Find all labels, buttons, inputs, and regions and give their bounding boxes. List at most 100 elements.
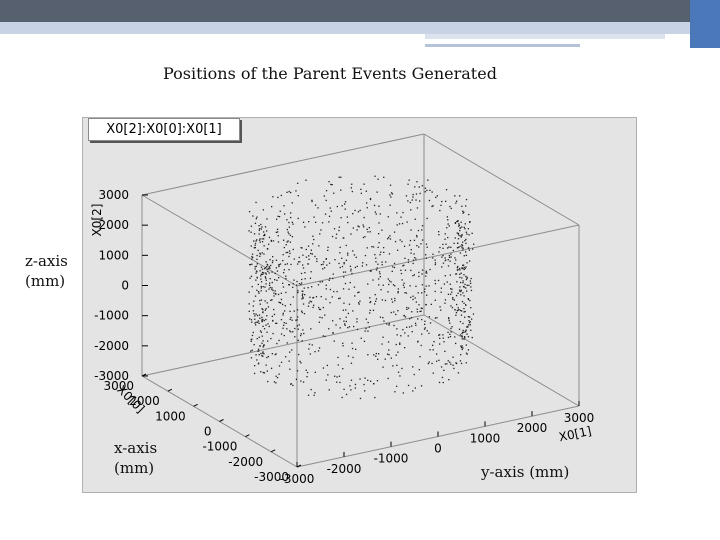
- data-point: [412, 298, 414, 301]
- data-point: [448, 225, 450, 227]
- data-point: [456, 200, 458, 202]
- data-point: [268, 243, 270, 245]
- data-point: [407, 259, 410, 261]
- data-point: [363, 383, 365, 386]
- data-point: [314, 392, 316, 394]
- data-point: [465, 231, 467, 233]
- data-point: [461, 234, 463, 236]
- data-point: [308, 348, 310, 350]
- data-point: [251, 256, 253, 258]
- data-point: [339, 318, 341, 320]
- data-point: [275, 259, 278, 261]
- data-point: [409, 318, 411, 320]
- data-point: [337, 364, 339, 366]
- data-point: [403, 282, 405, 284]
- data-point: [292, 286, 294, 288]
- data-point: [463, 338, 465, 340]
- data-point: [407, 183, 409, 185]
- data-point: [428, 285, 430, 287]
- data-point: [262, 352, 264, 354]
- data-point: [319, 233, 321, 235]
- data-point: [448, 254, 450, 257]
- data-point: [251, 286, 253, 288]
- data-point: [447, 236, 449, 239]
- data-point: [362, 224, 364, 226]
- data-point: [271, 299, 273, 301]
- data-point: [248, 230, 250, 232]
- data-point: [331, 296, 333, 298]
- data-point: [396, 334, 398, 336]
- data-point: [327, 374, 329, 376]
- data-point: [312, 306, 314, 309]
- data-point: [370, 380, 372, 382]
- x0-tick-label: 0: [204, 425, 212, 439]
- data-point: [264, 267, 267, 269]
- data-point: [261, 226, 263, 228]
- data-point: [450, 256, 452, 258]
- data-point: [425, 270, 427, 272]
- data-point: [262, 209, 264, 211]
- data-point: [406, 221, 408, 223]
- data-point: [374, 396, 376, 399]
- data-point: [364, 330, 366, 332]
- data-point: [269, 278, 271, 280]
- data-point: [268, 236, 271, 239]
- data-point: [261, 252, 263, 254]
- data-point: [300, 380, 302, 382]
- data-point: [459, 227, 461, 229]
- data-point: [459, 276, 461, 279]
- data-point: [454, 309, 456, 311]
- data-point: [347, 254, 349, 256]
- data-point: [284, 305, 286, 307]
- data-point: [293, 258, 295, 260]
- data-point: [456, 269, 458, 271]
- data-point: [277, 215, 279, 217]
- data-point: [445, 243, 447, 245]
- data-point: [472, 313, 475, 315]
- data-point: [368, 326, 370, 328]
- data-point: [301, 298, 303, 300]
- data-point: [375, 298, 378, 300]
- header-stripe: [0, 22, 720, 34]
- data-point: [468, 322, 471, 324]
- header-bar: [0, 0, 720, 22]
- data-point: [278, 265, 280, 268]
- data-point: [311, 200, 313, 203]
- data-point: [420, 310, 422, 312]
- x1-tick-label: 2000: [517, 421, 548, 435]
- data-point: [459, 252, 462, 254]
- data-point: [252, 305, 254, 307]
- data-point: [250, 340, 252, 342]
- data-point: [325, 258, 327, 260]
- data-point: [410, 269, 412, 272]
- data-point: [250, 319, 253, 321]
- data-point: [347, 252, 349, 254]
- data-point: [447, 247, 449, 249]
- data-point: [256, 314, 259, 317]
- data-point: [258, 233, 260, 235]
- data-point: [362, 236, 365, 239]
- data-point: [404, 347, 406, 349]
- data-point: [441, 256, 443, 258]
- data-point: [358, 303, 360, 305]
- data-point: [285, 244, 287, 246]
- data-point: [272, 260, 274, 262]
- data-point: [354, 295, 356, 297]
- data-point: [465, 198, 468, 201]
- data-point: [350, 270, 352, 272]
- data-point: [297, 263, 299, 265]
- data-point: [377, 263, 379, 265]
- data-point: [383, 251, 385, 253]
- data-point: [397, 292, 399, 294]
- data-point: [425, 285, 427, 287]
- data-point: [427, 179, 429, 181]
- data-point: [401, 222, 404, 225]
- data-point: [472, 248, 474, 250]
- x1-tick-label: 0: [434, 442, 442, 456]
- data-point: [450, 246, 452, 248]
- data-point: [260, 299, 263, 301]
- data-point: [445, 189, 448, 191]
- data-point: [359, 378, 361, 380]
- data-point: [264, 300, 266, 302]
- data-point: [327, 249, 329, 251]
